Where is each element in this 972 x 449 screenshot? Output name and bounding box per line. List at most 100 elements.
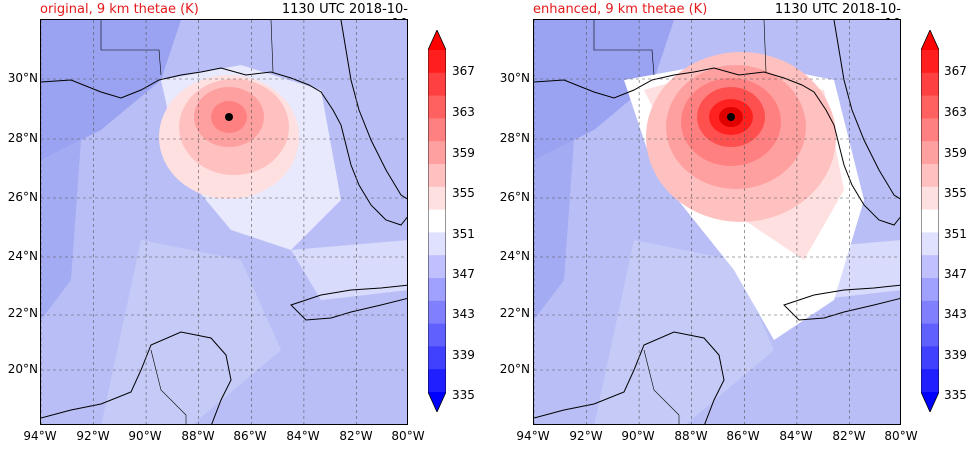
colorbar-tick: 351 xyxy=(452,227,475,241)
lat-label: 24°N xyxy=(7,249,38,263)
lon-label: 84°W xyxy=(779,429,813,443)
yucatan-coastline xyxy=(41,331,232,424)
lon-label: 94°W xyxy=(23,429,57,443)
lon-label: 94°W xyxy=(516,429,550,443)
lat-label: 20°N xyxy=(499,362,530,376)
lon-label: 80°W xyxy=(884,429,918,443)
colorbar-tick: 343 xyxy=(944,307,967,321)
cool-region xyxy=(41,20,181,160)
lon-label: 92°W xyxy=(76,429,110,443)
storm-center-marker xyxy=(225,113,233,121)
lon-label: 92°W xyxy=(569,429,603,443)
colorbar-segment xyxy=(428,186,446,211)
lat-label: 22°N xyxy=(7,306,38,320)
panel-original: original, 9 km thetae (K) 1130 UTC 2018-… xyxy=(7,2,475,443)
lat-label: 30°N xyxy=(7,71,38,85)
lon-label: 90°W xyxy=(128,429,162,443)
colorbar-tick: 363 xyxy=(452,105,475,119)
state-border xyxy=(100,20,162,76)
lat-label: 26°N xyxy=(499,190,530,204)
colorbar-segment xyxy=(921,164,939,188)
colorbar-segment xyxy=(921,72,939,97)
colorbar-segment xyxy=(921,118,939,142)
cuba-outline xyxy=(290,284,407,321)
colorbar-tick: 355 xyxy=(944,186,967,200)
lon-label: 88°W xyxy=(181,429,215,443)
colorbar-segment xyxy=(428,278,446,302)
colorbar-extend-top xyxy=(428,30,446,50)
cool-region xyxy=(41,140,81,320)
panel-enhanced: enhanced, 9 km thetae (K) 1130 UTC 2018-… xyxy=(486,0,972,449)
state-border xyxy=(763,20,767,73)
yucatan-coastline xyxy=(534,331,725,424)
colorbar-tick: 355 xyxy=(452,186,475,200)
colorbar-segment xyxy=(428,323,446,347)
lat-label: 28°N xyxy=(7,131,38,145)
colorbar-segment xyxy=(428,141,446,165)
colorbar-segment xyxy=(428,255,446,279)
lat-label: 26°N xyxy=(7,190,38,204)
colorbar-tick: 351 xyxy=(944,227,967,241)
colorbar-segment xyxy=(921,300,939,325)
colorbar-segment xyxy=(921,255,939,279)
colorbar-tick: 343 xyxy=(452,307,475,321)
lon-label: 90°W xyxy=(621,429,655,443)
lat-label: 24°N xyxy=(499,249,530,263)
cool-region xyxy=(291,240,407,300)
colorbar-segment xyxy=(921,278,939,302)
colorbar-tick: 367 xyxy=(944,64,967,78)
storm-center-marker xyxy=(727,113,735,121)
cool-region xyxy=(534,20,674,160)
colorbar-segment xyxy=(428,209,446,233)
map-area xyxy=(40,19,408,425)
panel-title: original, 9 km thetae (K) xyxy=(40,2,199,17)
colorbar-segment xyxy=(921,232,939,256)
lon-label: 86°W xyxy=(726,429,760,443)
colorbar xyxy=(921,30,939,412)
thetae-map xyxy=(41,20,407,424)
colorbar-tick: 363 xyxy=(944,105,967,119)
colorbar-segment xyxy=(921,141,939,165)
colorbar-gradient xyxy=(428,30,446,412)
colorbar-segment xyxy=(428,50,446,74)
colorbar-tick: 339 xyxy=(944,348,967,362)
cuba-outline xyxy=(783,284,900,321)
colorbar xyxy=(428,30,446,412)
lat-label: 30°N xyxy=(499,71,530,85)
colorbar-segment xyxy=(921,323,939,347)
lon-label: 82°W xyxy=(339,429,373,443)
lon-label: 80°W xyxy=(391,429,425,443)
colorbar-tick: 335 xyxy=(944,388,967,402)
thetae-map xyxy=(534,20,900,424)
lat-label: 22°N xyxy=(499,306,530,320)
panel-title: enhanced, 9 km thetae (K) xyxy=(533,2,708,17)
gulf-coastline xyxy=(41,67,407,226)
colorbar-segment xyxy=(428,164,446,188)
colorbar-gradient xyxy=(921,30,939,412)
lon-label: 82°W xyxy=(832,429,866,443)
colorbar-segment xyxy=(428,118,446,142)
colorbar-segment xyxy=(428,300,446,325)
map-area xyxy=(533,19,901,425)
colorbar-segment xyxy=(921,346,939,370)
colorbar-extend-top xyxy=(921,30,939,50)
colorbar-segment xyxy=(428,369,446,393)
gulf-coastline xyxy=(534,67,900,226)
colorbar-segment xyxy=(428,95,446,119)
colorbar-tick: 359 xyxy=(944,146,967,160)
colorbar-tick: 347 xyxy=(452,267,475,281)
lon-label: 84°W xyxy=(286,429,320,443)
colorbar-segment xyxy=(921,95,939,119)
colorbar-extend-bottom xyxy=(428,392,446,412)
state-border xyxy=(270,20,274,73)
colorbar-segment xyxy=(921,209,939,233)
cool-region xyxy=(534,140,574,320)
colorbar-tick: 359 xyxy=(452,146,475,160)
colorbar-segment xyxy=(428,346,446,370)
lon-label: 86°W xyxy=(233,429,267,443)
colorbar-segment xyxy=(428,232,446,256)
colorbar-tick: 339 xyxy=(452,348,475,362)
lat-label: 28°N xyxy=(499,131,530,145)
colorbar-tick: 347 xyxy=(944,267,967,281)
atlantic-coastline xyxy=(340,20,407,200)
